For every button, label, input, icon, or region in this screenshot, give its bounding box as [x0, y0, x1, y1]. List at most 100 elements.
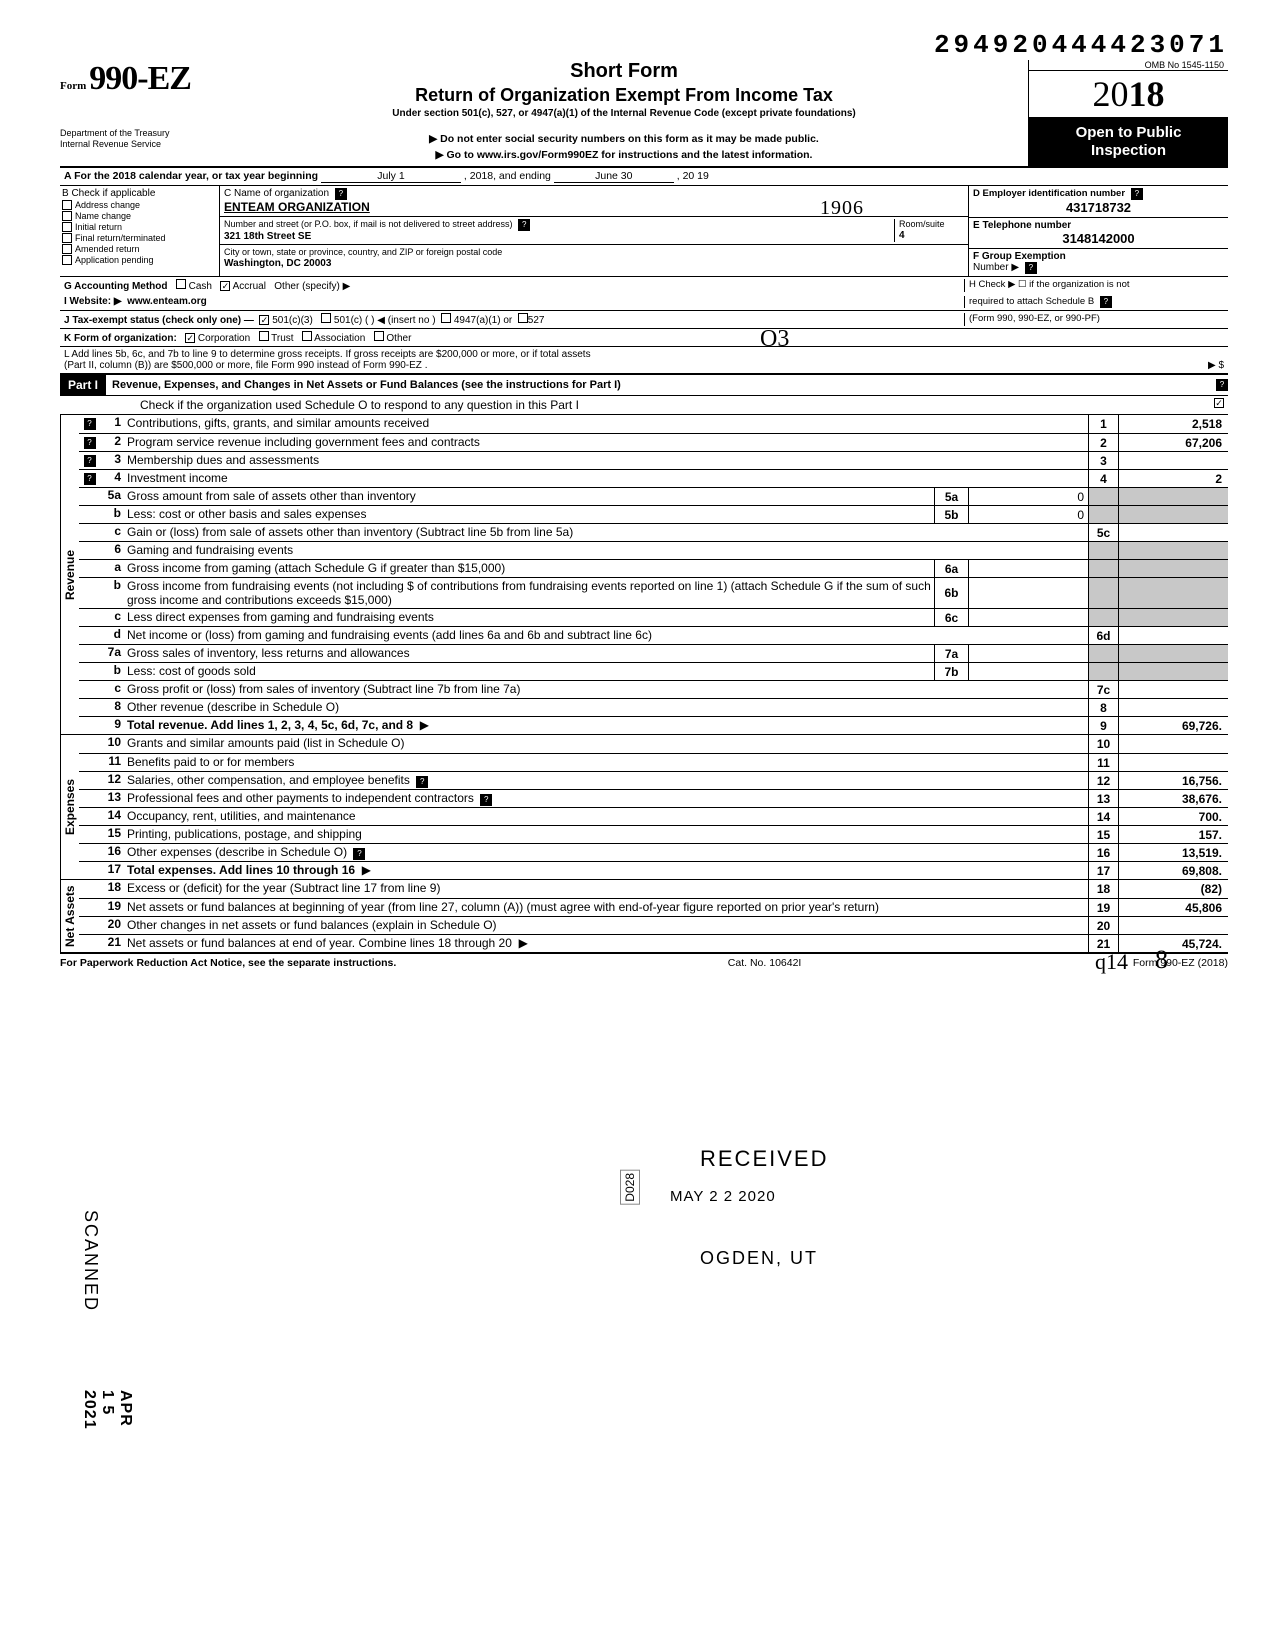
help-icon[interactable]: ?: [353, 848, 365, 860]
check-if-applicable: B Check if applicable Address change Nam…: [60, 186, 220, 276]
line-14-value: 700.: [1118, 808, 1228, 825]
line-8-value: [1118, 699, 1228, 716]
form-word: Form: [60, 80, 86, 92]
chk-amended-return[interactable]: [62, 244, 72, 254]
d-label: D Employer identification number: [973, 188, 1125, 199]
scanned-stamp: SCANNED: [80, 1210, 101, 1312]
line-5b-value: 0: [968, 506, 1088, 523]
help-icon[interactable]: ?: [84, 455, 96, 467]
chk-501c[interactable]: [321, 313, 331, 323]
tax-year-end: June 30: [554, 170, 674, 183]
line-10-value: [1118, 735, 1228, 753]
chk-final-return[interactable]: [62, 233, 72, 243]
chk-initial-return[interactable]: [62, 222, 72, 232]
chk-application-pending[interactable]: [62, 255, 72, 265]
line-18-value: (82): [1118, 880, 1228, 898]
line-9-value: 69,726.: [1118, 717, 1228, 734]
help-icon[interactable]: ?: [1216, 379, 1228, 391]
org-name: ENTEAM ORGANIZATION: [224, 200, 370, 214]
line-1-value: 2,518: [1118, 415, 1228, 433]
line-19-value: 45,806: [1118, 899, 1228, 916]
short-form-title: Short Form: [228, 60, 1020, 83]
line-5a-value: 0: [968, 488, 1088, 505]
chk-4947[interactable]: [441, 313, 451, 323]
under-section: Under section 501(c), 527, or 4947(a)(1)…: [228, 108, 1020, 119]
chk-corporation[interactable]: ✓: [185, 333, 195, 343]
chk-cash[interactable]: [176, 279, 186, 289]
line-5c-value: [1118, 524, 1228, 541]
return-title: Return of Organization Exempt From Incom…: [228, 85, 1020, 106]
help-icon[interactable]: ?: [335, 188, 347, 200]
help-icon[interactable]: ?: [480, 794, 492, 806]
line-7c-value: [1118, 681, 1228, 698]
website: www.enteam.org: [127, 296, 207, 307]
ogden-stamp: OGDEN, UT: [700, 1248, 818, 1269]
phone: 3148142000: [973, 231, 1224, 246]
help-icon[interactable]: ?: [84, 418, 96, 430]
dept-line1: Department of the Treasury: [60, 128, 220, 139]
h-check: H Check ▶ ☐ if the organization is not: [969, 279, 1224, 290]
row-a-label: A For the 2018 calendar year, or tax yea…: [60, 168, 1228, 185]
line-12-value: 16,756.: [1118, 772, 1228, 789]
line-6d-value: [1118, 627, 1228, 644]
date-stamp: MAY 2 2 2020: [670, 1188, 776, 1205]
chk-address-change[interactable]: [62, 200, 72, 210]
handwrite-8: 8: [1155, 945, 1168, 975]
footer-left: For Paperwork Reduction Act Notice, see …: [60, 957, 396, 969]
goto-link: ▶ Go to www.irs.gov/Form990EZ for instru…: [228, 149, 1020, 161]
handwrite-o3: O3: [760, 326, 789, 353]
dept-line2: Internal Revenue Service: [60, 139, 220, 150]
tax-year-begin: July 1: [321, 170, 461, 183]
handwrite-q14: q14: [1095, 949, 1128, 975]
help-icon[interactable]: ?: [1131, 188, 1143, 200]
line-3-value: [1118, 452, 1228, 469]
expenses-label: Expenses: [60, 735, 79, 879]
d028-stamp: D028: [620, 1170, 640, 1205]
ein: 431718732: [973, 200, 1224, 215]
f-label: F Group Exemption: [973, 251, 1066, 262]
line-17-value: 69,808.: [1118, 862, 1228, 879]
chk-other[interactable]: [374, 331, 384, 341]
line-11-value: [1118, 754, 1228, 771]
chk-schedule-o[interactable]: ✓: [1214, 398, 1224, 408]
chk-501c3[interactable]: ✓: [259, 315, 269, 325]
help-icon[interactable]: ?: [84, 437, 96, 449]
line-4-value: 2: [1118, 470, 1228, 487]
line-21-value: 45,724.: [1118, 935, 1228, 952]
footer-catalog: Cat. No. 10642I: [728, 957, 802, 969]
help-icon[interactable]: ?: [1025, 262, 1037, 274]
open-public-l2: Inspection: [1031, 142, 1226, 160]
part-i-check-text: Check if the organization used Schedule …: [140, 398, 579, 412]
apr-date-stamp: APR 1 5 2021: [80, 1390, 134, 1430]
footer-form-ref: Form 990-EZ (2018): [1133, 957, 1228, 969]
help-icon[interactable]: ?: [1100, 296, 1112, 308]
help-icon[interactable]: ?: [416, 776, 428, 788]
city-state-zip: Washington, DC 20003: [224, 258, 331, 269]
part-i-title: Revenue, Expenses, and Changes in Net As…: [106, 379, 1213, 391]
chk-association[interactable]: [302, 331, 312, 341]
chk-trust[interactable]: [259, 331, 269, 341]
part-i-label: Part I: [60, 375, 106, 395]
c-label: C Name of organization: [224, 188, 329, 199]
omb-number: OMB No 1545-1150: [1029, 60, 1228, 70]
form-number: 990-EZ: [89, 60, 191, 97]
street-address: 321 18th Street SE: [224, 231, 311, 242]
do-not-enter: ▶ Do not enter social security numbers o…: [228, 133, 1020, 145]
line-16-value: 13,519.: [1118, 844, 1228, 861]
chk-accrual[interactable]: ✓: [220, 281, 230, 291]
net-assets-label: Net Assets: [60, 880, 79, 952]
open-public-l1: Open to Public: [1031, 124, 1226, 142]
dln-number: 294920444423071: [60, 30, 1228, 60]
chk-527[interactable]: [518, 313, 528, 323]
line-20-value: [1118, 917, 1228, 934]
chk-name-change[interactable]: [62, 211, 72, 221]
tax-year: 20201818: [1029, 70, 1228, 118]
street-label: Number and street (or P.O. box, if mail …: [224, 219, 512, 229]
help-icon[interactable]: ?: [84, 473, 96, 485]
line-2-value: 67,206: [1118, 434, 1228, 451]
room-suite: 4: [899, 230, 905, 241]
e-label: E Telephone number: [973, 220, 1071, 231]
help-icon[interactable]: ?: [518, 219, 530, 231]
form-label-block: Form 990-EZ Department of the Treasury I…: [60, 60, 220, 150]
handwrite-1906: 1906: [820, 197, 864, 220]
